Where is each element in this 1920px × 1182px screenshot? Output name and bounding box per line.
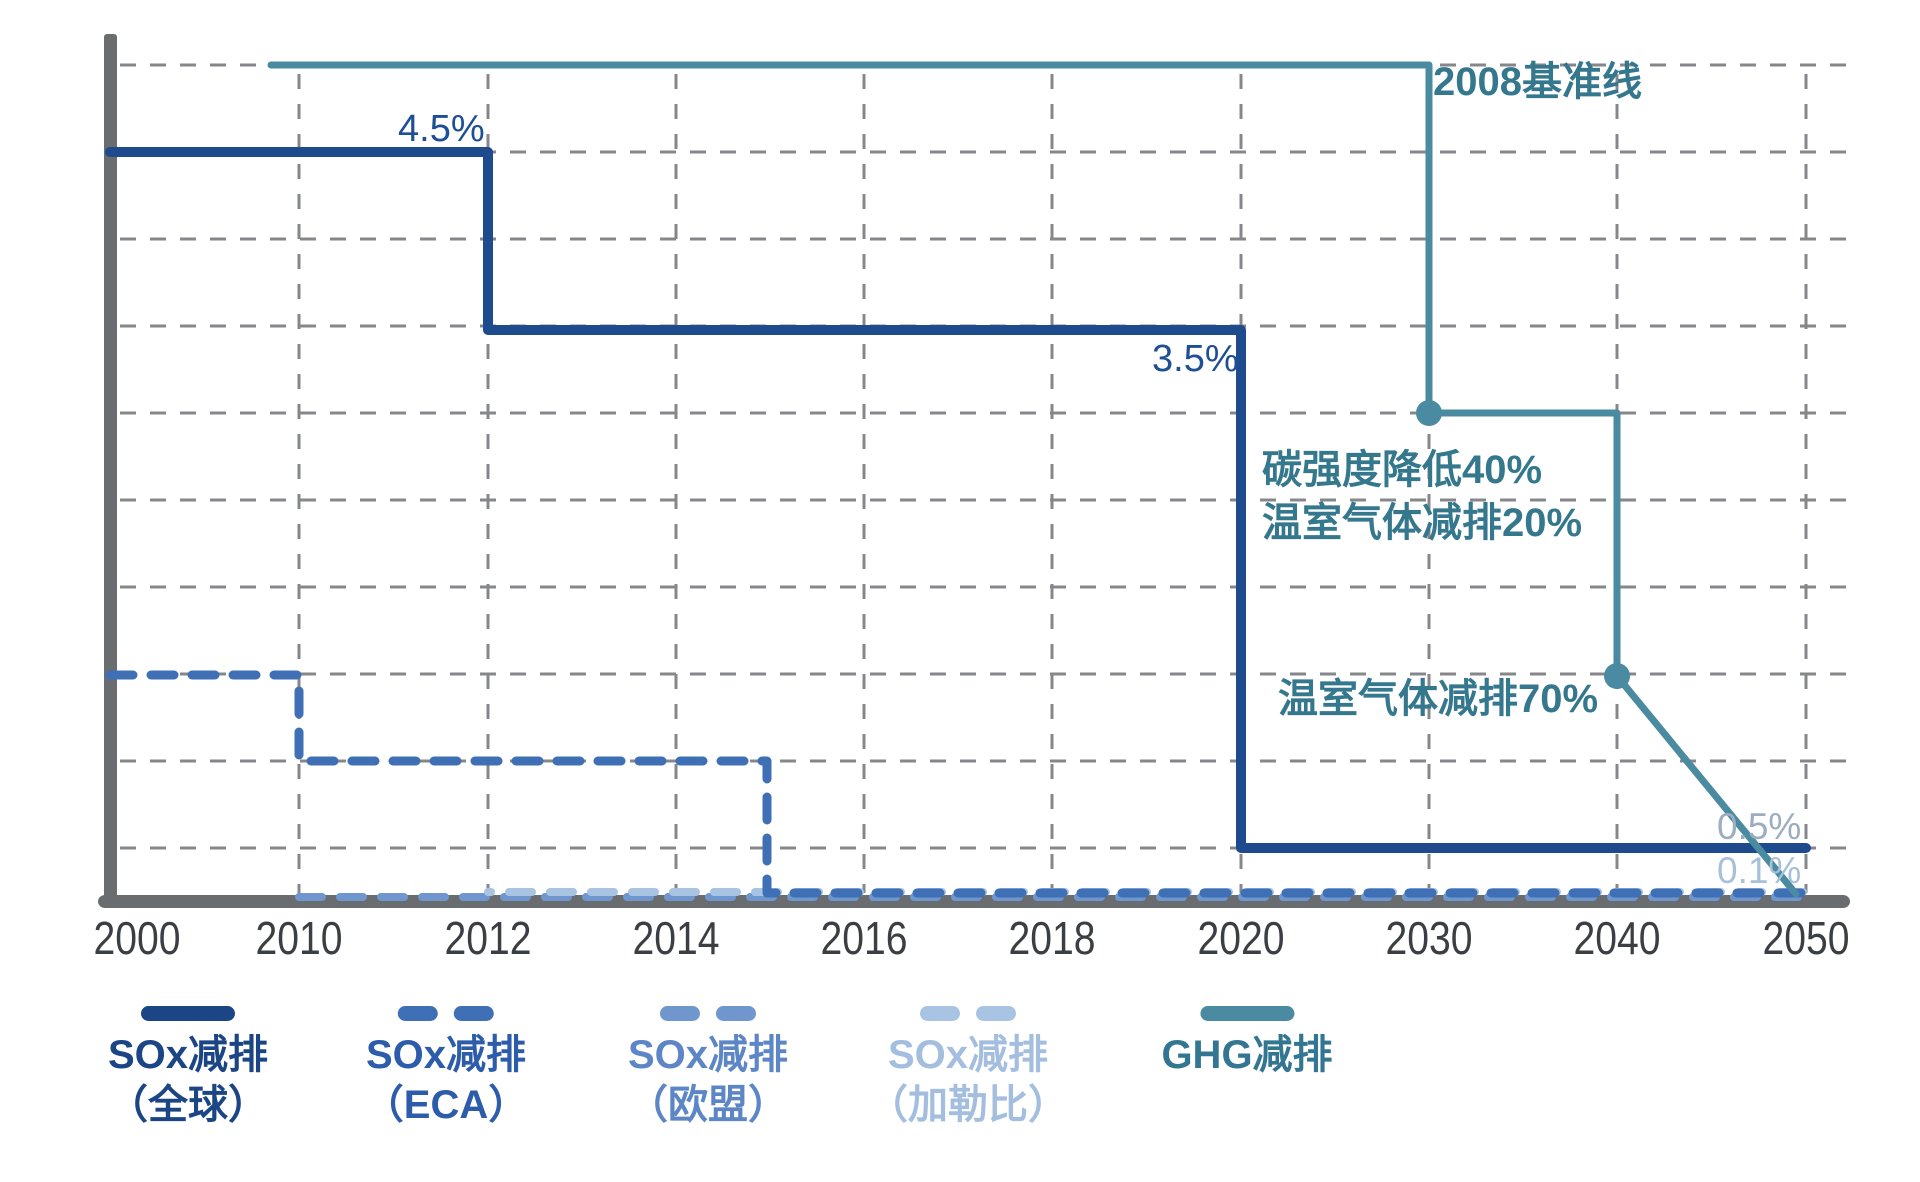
legend-sox-eca: SOx减排 （ECA） — [364, 1006, 528, 1125]
x-tick-label-2000: 2000 — [93, 912, 181, 964]
series-line-sox-eca — [105, 670, 1811, 898]
label-4-5pct: 4.5% — [398, 108, 485, 150]
legend-sox-eu-sublabel: （欧盟） — [627, 1083, 788, 1127]
series-line-sox-global — [105, 147, 1811, 853]
legend-sox-caribbean-label: SOx减排 — [887, 1033, 1049, 1077]
label-ghg-20: 温室气体减排20% — [1262, 501, 1583, 545]
x-tick-label-2050: 2050 — [1762, 912, 1850, 964]
x-tick-label-2014: 2014 — [632, 912, 720, 964]
series-marker-ghg-0 — [1416, 400, 1442, 426]
legend-sox-eca-sublabel: （ECA） — [363, 1083, 529, 1127]
x-tick-label-2030: 2030 — [1385, 912, 1473, 964]
legend-sox-global-sublabel: （全球） — [107, 1083, 268, 1127]
label-2008-baseline: 2008基准线 — [1433, 60, 1642, 104]
legend-sox-eu: SOx减排 （欧盟） — [628, 1006, 788, 1125]
legend-sox-global-swatch-solid-line-icon — [140, 1006, 235, 1021]
legend-sox-caribbean: SOx减排 （加勒比） — [868, 1006, 1068, 1125]
legend-sox-global-label: SOx减排 — [107, 1033, 269, 1077]
legend-sox-eu-label: SOx减排 — [627, 1033, 789, 1077]
legend-sox-caribbean-swatch-dashed-line-icon — [920, 1006, 1016, 1021]
label-3-5pct: 3.5% — [1152, 338, 1239, 380]
legend-sox-global: SOx减排 （全球） — [108, 1006, 268, 1125]
series-marker-ghg-1 — [1604, 663, 1630, 689]
legend-ghg-swatch-solid-line-icon — [1200, 1006, 1294, 1021]
y-axis-bar — [104, 34, 117, 908]
x-tick-label-2040: 2040 — [1573, 912, 1661, 964]
legend-sox-eu-swatch-dashed-line-icon — [659, 1006, 756, 1021]
legend-ghg-label: GHG减排 — [1161, 1033, 1333, 1077]
x-tick-label-2010: 2010 — [255, 912, 343, 964]
series-line-ghg — [267, 61, 1800, 898]
x-tick-label-2020: 2020 — [1197, 912, 1285, 964]
legend-sox-eca-swatch-dashed-line-icon — [397, 1006, 494, 1021]
x-tick-label-2016: 2016 — [820, 912, 908, 964]
label-carbon-40: 碳强度降低40% — [1262, 448, 1543, 492]
label-0-5pct: 0.5% — [1717, 806, 1802, 847]
label-0-1pct: 0.1% — [1717, 850, 1802, 891]
legend-sox-eca-label: SOx减排 — [365, 1033, 527, 1077]
x-tick-label-2018: 2018 — [1008, 912, 1096, 964]
x-tick-label-2012: 2012 — [444, 912, 532, 964]
legend-ghg: GHG减排 — [1161, 1006, 1333, 1077]
label-ghg-70: 温室气体减排70% — [1278, 677, 1599, 721]
legend-sox-caribbean-sublabel: （加勒比） — [868, 1083, 1068, 1127]
